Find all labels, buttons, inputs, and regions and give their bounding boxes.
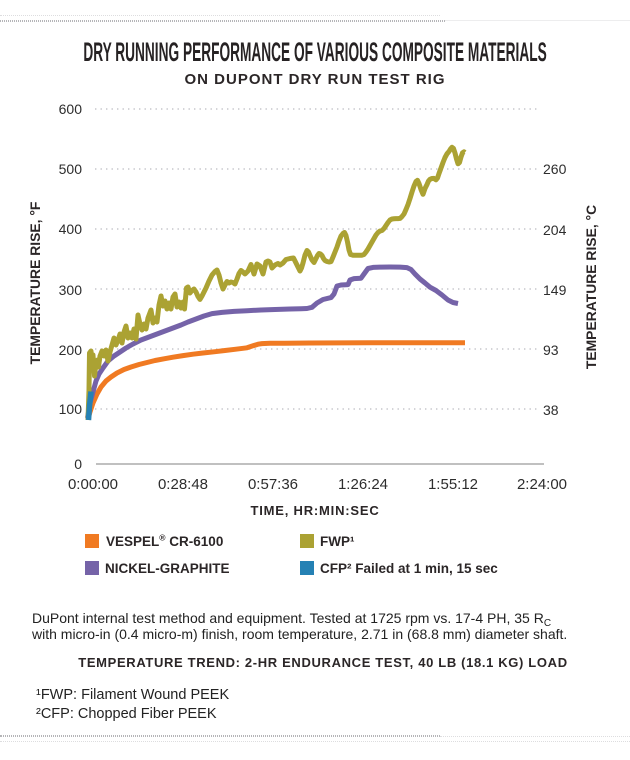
svg-text:93: 93 [543,342,559,358]
svg-text:300: 300 [59,282,83,298]
svg-text:TEMPERATURE RISE, °F: TEMPERATURE RISE, °F [27,202,43,365]
svg-text:1:55:12: 1:55:12 [428,476,478,493]
svg-text:0:28:48: 0:28:48 [158,476,208,493]
svg-text:500: 500 [59,161,83,177]
svg-text:TIME, HR:MIN:SEC: TIME, HR:MIN:SEC [250,503,379,518]
svg-text:260: 260 [543,161,567,177]
svg-text:204: 204 [543,222,567,238]
svg-text:0:57:36: 0:57:36 [248,476,298,493]
svg-text:400: 400 [59,221,83,237]
svg-text:TEMPERATURE RISE, °C: TEMPERATURE RISE, °C [583,205,599,369]
svg-text:1:26:24: 1:26:24 [338,476,388,493]
svg-text:0: 0 [74,456,82,472]
svg-text:2:24:00: 2:24:00 [517,476,567,493]
svg-text:38: 38 [543,402,559,418]
svg-text:149: 149 [543,282,567,298]
svg-text:600: 600 [59,101,83,117]
svg-text:100: 100 [59,401,83,417]
svg-text:0:00:00: 0:00:00 [68,476,118,493]
svg-text:200: 200 [59,342,83,358]
